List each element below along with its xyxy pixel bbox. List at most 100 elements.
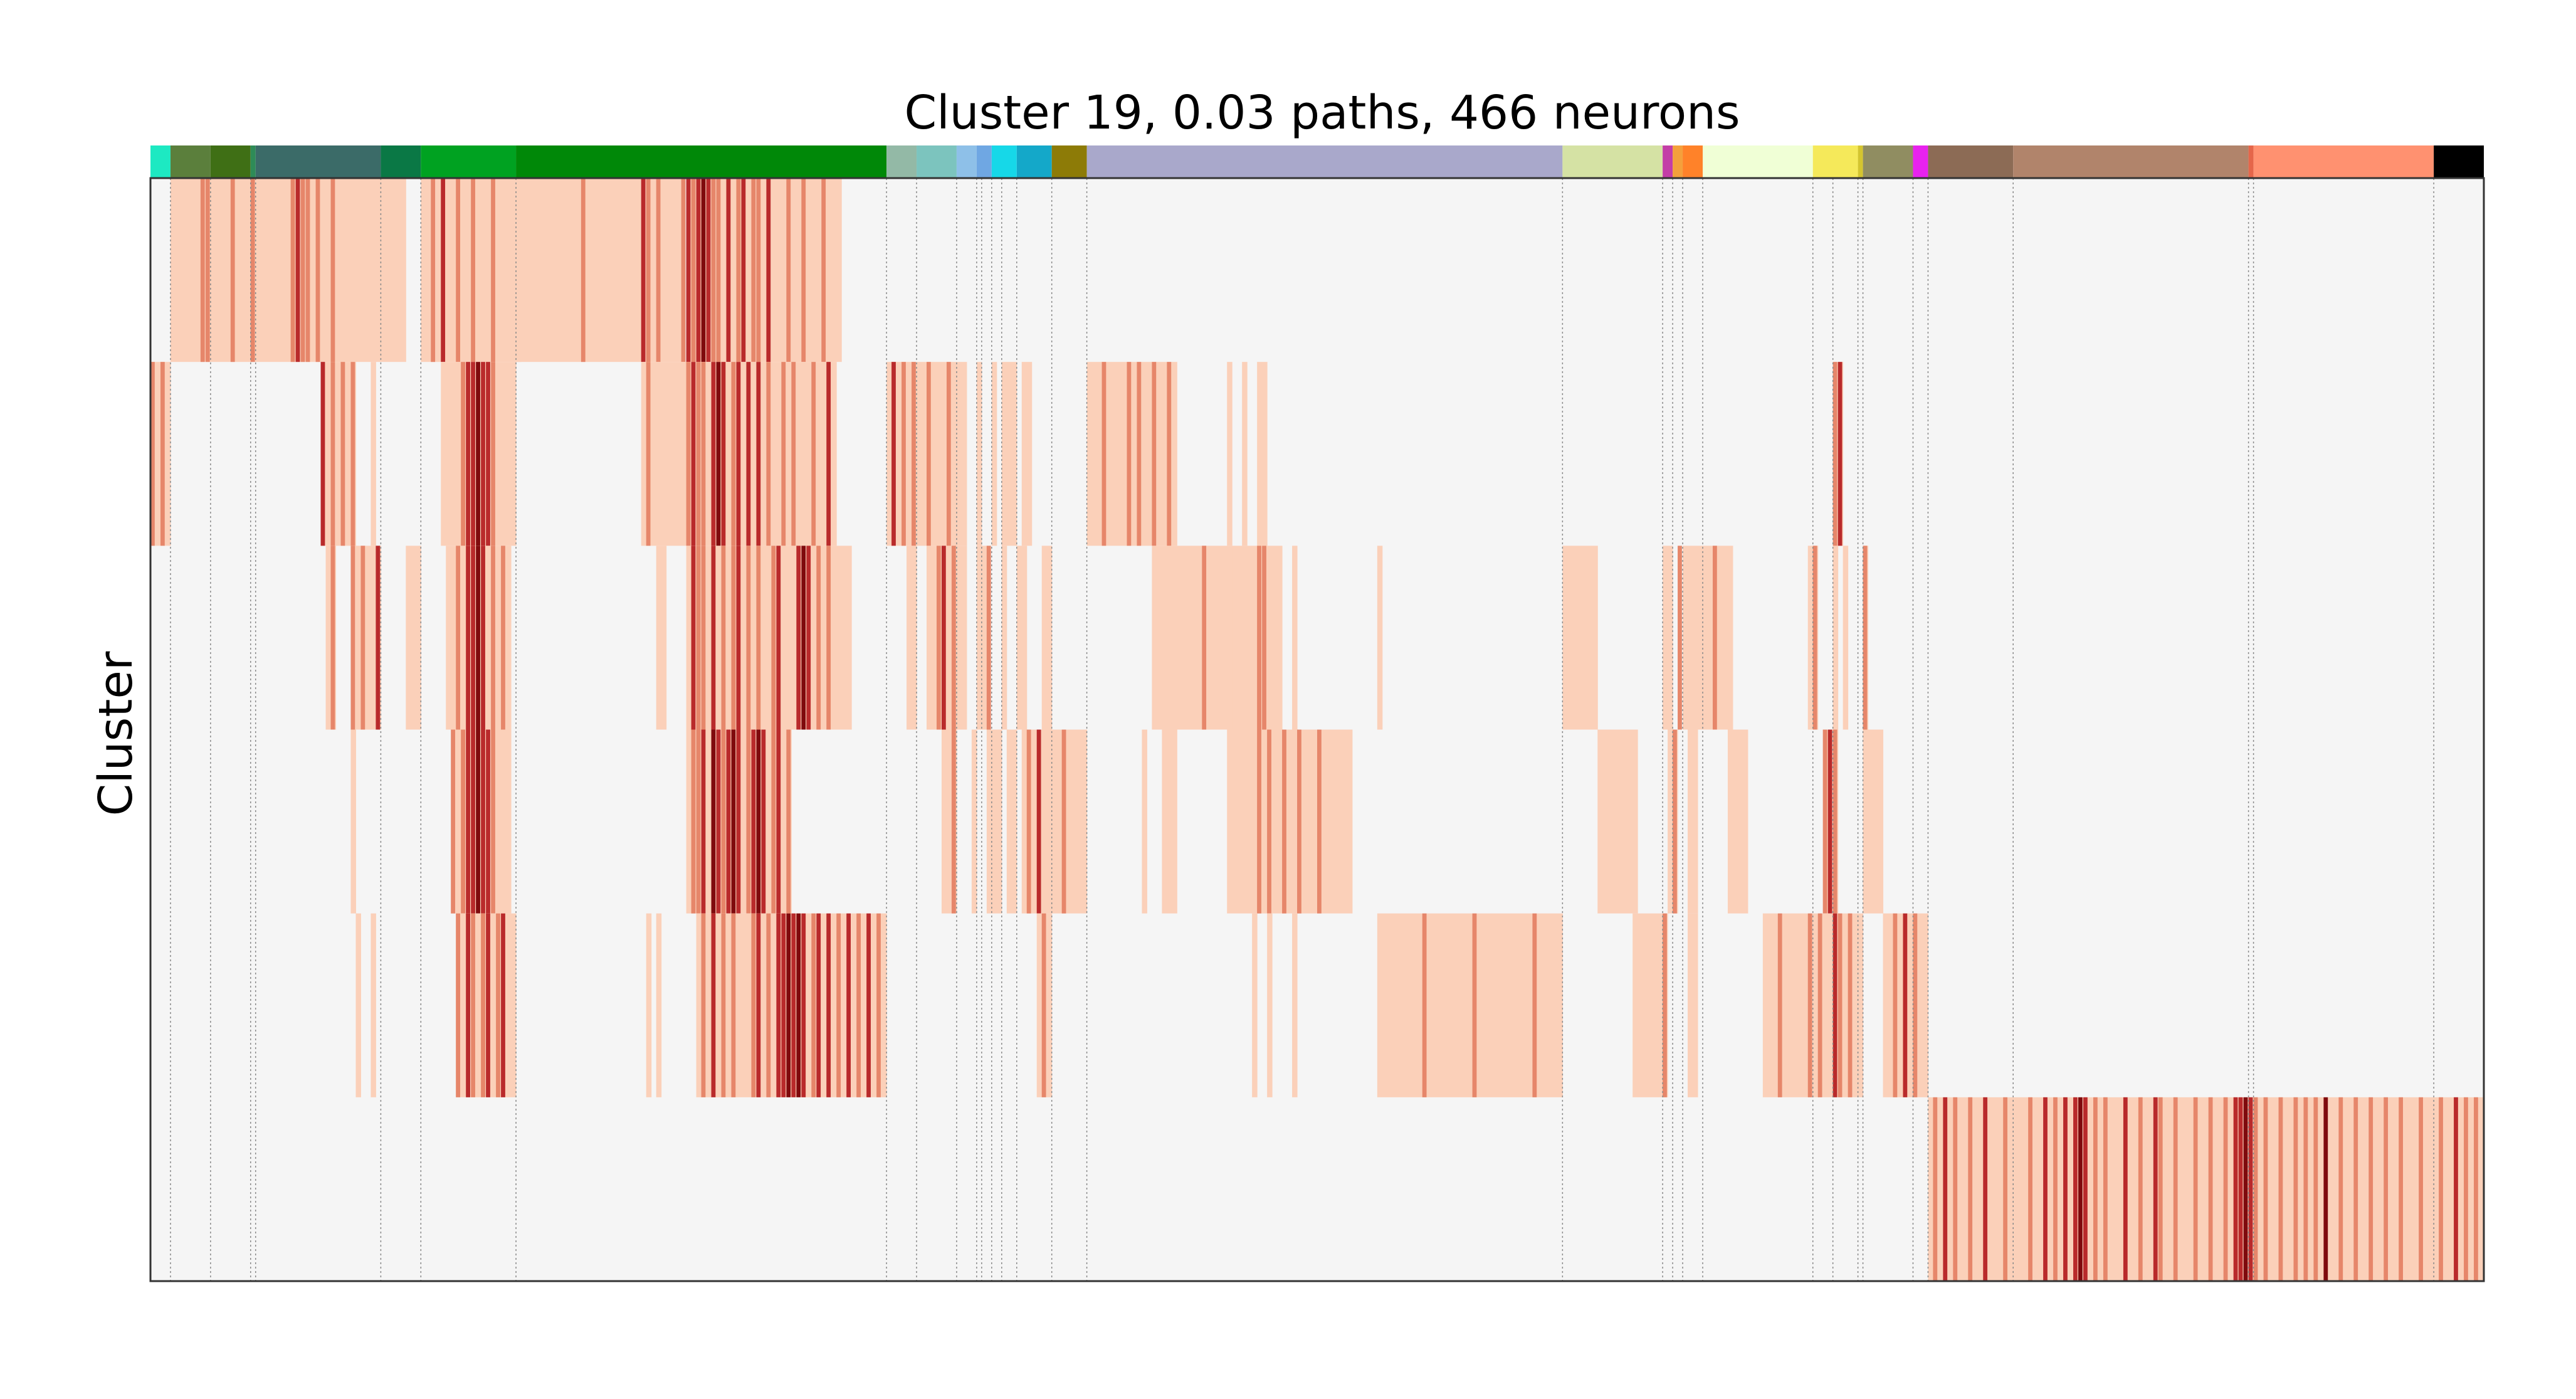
cell-mark-r1-6	[461, 362, 465, 546]
cell-mark-r4-23	[836, 913, 841, 1097]
category-segment-4	[255, 145, 381, 178]
cell-mark-r2-5	[466, 546, 470, 730]
cell-mark-r4-27	[876, 913, 881, 1097]
cell-block-r3-4	[971, 729, 977, 914]
cell-mark-r0-7	[305, 178, 310, 362]
cell-mark-r5-20	[2193, 1097, 2198, 1281]
cell-mark-r5-16	[2138, 1097, 2143, 1281]
cell-mark-r5-40	[2439, 1097, 2443, 1281]
cell-mark-r5-33	[2323, 1097, 2328, 1281]
cell-mark-r0-15	[581, 178, 586, 362]
category-segment-2	[210, 145, 251, 178]
cell-mark-r1-36	[1127, 362, 1132, 546]
cell-mark-r1-0	[150, 362, 155, 546]
cell-mark-r1-37	[1137, 362, 1142, 546]
cell-block-r3-5	[986, 729, 1002, 914]
cell-block-r1-9	[1021, 362, 1033, 546]
cell-mark-r3-23	[786, 729, 791, 914]
cell-mark-r5-37	[2384, 1097, 2389, 1281]
cell-mark-r2-18	[746, 546, 751, 730]
category-segment-18	[1673, 145, 1683, 178]
category-segment-27	[2248, 145, 2254, 178]
cell-mark-r4-15	[781, 913, 786, 1097]
chart-title: Cluster 19, 0.03 paths, 466 neurons	[904, 86, 1740, 140]
cell-block-r3-0	[350, 729, 356, 914]
cell-mark-r3-33	[1673, 729, 1677, 914]
cell-mark-r5-31	[2303, 1097, 2308, 1281]
cell-mark-r4-31	[1532, 913, 1537, 1097]
cell-mark-r2-17	[736, 546, 741, 730]
cell-mark-r1-25	[766, 362, 771, 546]
cell-mark-r0-6	[300, 178, 305, 362]
cell-mark-r3-6	[486, 729, 490, 914]
cell-mark-r5-7	[2043, 1097, 2048, 1281]
cell-mark-r2-30	[986, 546, 991, 730]
group-divider-lines	[170, 178, 2434, 1281]
cell-mark-r2-9	[491, 546, 495, 730]
cell-mark-r5-19	[2173, 1097, 2178, 1281]
cell-mark-r5-23	[2233, 1097, 2238, 1281]
cell-mark-r1-21	[731, 362, 736, 546]
y-axis-label: Cluster	[89, 651, 143, 816]
cell-mark-r1-39	[1167, 362, 1172, 546]
cell-mark-r5-32	[2313, 1097, 2318, 1281]
cell-mark-r2-10	[501, 546, 505, 730]
cell-mark-r3-9	[696, 729, 701, 914]
category-segment-12	[991, 145, 1017, 178]
cell-mark-r3-2	[466, 729, 470, 914]
cell-block-r4-3	[646, 913, 652, 1097]
cell-mark-r5-38	[2399, 1097, 2404, 1281]
cell-mark-r5-24	[2238, 1097, 2243, 1281]
category-segment-26	[2013, 145, 2249, 178]
cell-mark-r0-35	[821, 178, 826, 362]
cell-mark-r1-14	[686, 362, 691, 546]
cell-mark-r5-12	[2083, 1097, 2088, 1281]
cell-mark-r4-41	[1913, 913, 1918, 1097]
cell-block-r4-11	[1632, 913, 1668, 1097]
category-segment-28	[2253, 145, 2434, 178]
cell-mark-r4-13	[766, 913, 771, 1097]
cell-mark-r4-1	[466, 913, 470, 1097]
category-segment-11	[976, 145, 992, 178]
cell-mark-r5-4	[1983, 1097, 1988, 1281]
cell-mark-r4-34	[1807, 913, 1812, 1097]
cell-mark-r2-33	[1262, 546, 1266, 730]
cell-mark-r4-3	[481, 913, 485, 1097]
cell-mark-r2-25	[816, 546, 821, 730]
cell-mark-r3-29	[1267, 729, 1271, 914]
cell-mark-r2-13	[701, 546, 706, 730]
cell-mark-r1-20	[721, 362, 726, 546]
category-segment-1	[170, 145, 211, 178]
cell-mark-r1-23	[746, 362, 751, 546]
cell-block-r4-12	[1688, 913, 1698, 1097]
cell-mark-r0-8	[315, 178, 320, 362]
cell-mark-r2-26	[826, 546, 831, 730]
cell-mark-r3-26	[1036, 729, 1041, 914]
cell-block-r4-0	[355, 913, 361, 1097]
cell-mark-r3-25	[1026, 729, 1031, 914]
cell-mark-r0-22	[696, 178, 701, 362]
cell-mark-r3-32	[1317, 729, 1322, 914]
cell-mark-r1-24	[756, 362, 761, 546]
cell-mark-r5-8	[2053, 1097, 2058, 1281]
cell-mark-r1-38	[1152, 362, 1157, 546]
cell-mark-r2-4	[456, 546, 461, 730]
cell-mark-r3-5	[481, 729, 485, 914]
cell-mark-r4-20	[811, 913, 816, 1097]
cell-mark-r5-29	[2278, 1097, 2283, 1281]
cell-mark-r1-13	[646, 362, 651, 546]
category-segment-3	[250, 145, 256, 178]
cell-mark-r0-29	[741, 178, 746, 362]
cell-mark-r0-34	[801, 178, 806, 362]
cell-mark-r5-13	[2093, 1097, 2098, 1281]
cell-mark-r4-37	[1837, 913, 1843, 1097]
cell-mark-r4-0	[456, 913, 461, 1097]
cell-mark-r1-7	[466, 362, 470, 546]
cell-mark-r1-26	[781, 362, 786, 546]
cell-mark-r0-25	[711, 178, 716, 362]
cell-mark-r0-32	[766, 178, 771, 362]
cell-mark-r3-0	[451, 729, 456, 914]
cell-mark-r4-33	[1777, 913, 1782, 1097]
cell-mark-r1-34	[946, 362, 951, 546]
cell-mark-r0-0	[200, 178, 205, 362]
